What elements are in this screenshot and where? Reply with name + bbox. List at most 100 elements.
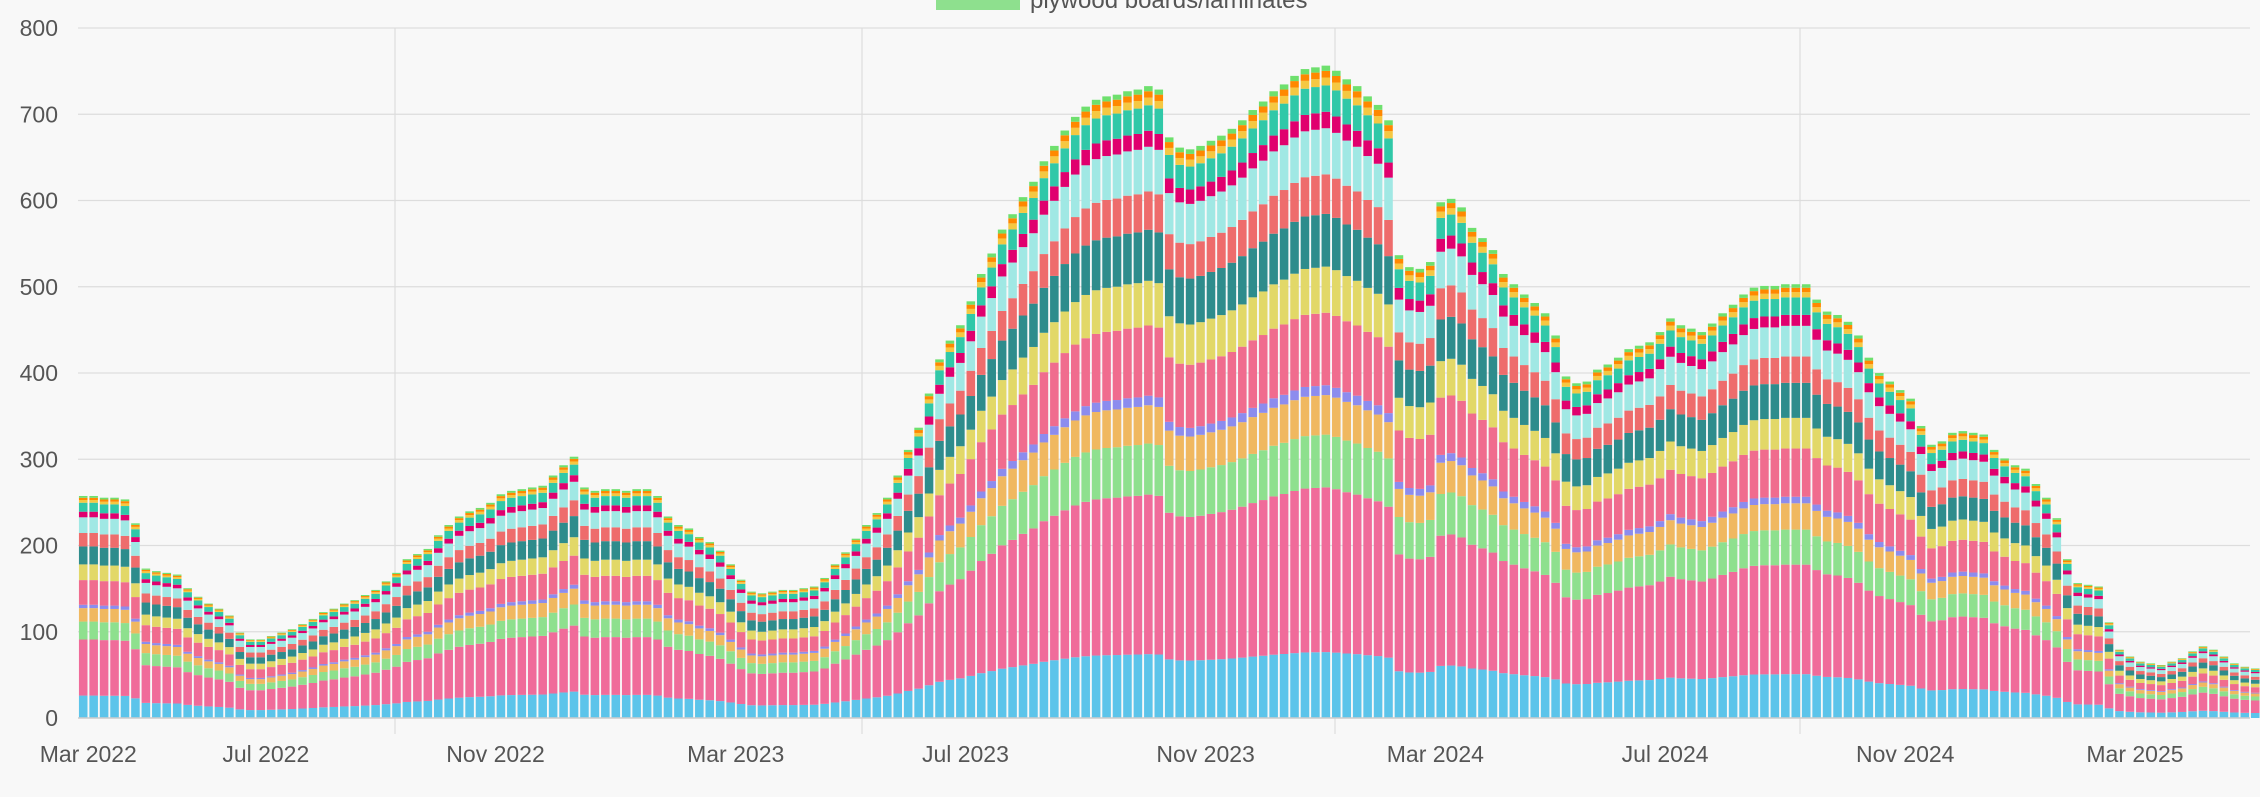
bar-segment[interactable]	[131, 633, 140, 650]
bar-segment[interactable]	[945, 456, 955, 484]
bar-segment[interactable]	[715, 588, 725, 603]
bar-segment[interactable]	[642, 496, 652, 506]
bar-segment[interactable]	[1687, 476, 1696, 520]
bar-segment[interactable]	[1415, 268, 1425, 273]
bar-segment[interactable]	[1154, 94, 1164, 101]
bar-stack[interactable]	[329, 608, 339, 718]
bar-segment[interactable]	[1864, 383, 1874, 393]
bar-segment[interactable]	[89, 580, 98, 605]
bar-segment[interactable]	[559, 592, 568, 609]
bar-segment[interactable]	[642, 511, 652, 528]
bar-segment[interactable]	[214, 626, 224, 634]
bar-segment[interactable]	[830, 622, 840, 640]
bar-stack[interactable]	[2052, 518, 2062, 718]
bar-segment[interactable]	[715, 550, 725, 552]
bar-segment[interactable]	[1457, 216, 1466, 223]
bar-segment[interactable]	[789, 590, 798, 593]
bar-segment[interactable]	[1321, 174, 1331, 214]
bar-segment[interactable]	[862, 568, 871, 585]
bar-segment[interactable]	[517, 575, 527, 602]
bar-segment[interactable]	[78, 511, 88, 518]
bar-segment[interactable]	[1989, 468, 1999, 476]
bar-segment[interactable]	[277, 652, 286, 659]
bar-segment[interactable]	[225, 615, 234, 617]
bar-stack[interactable]	[2042, 497, 2051, 718]
bar-segment[interactable]	[1488, 394, 1498, 428]
bar-segment[interactable]	[997, 340, 1007, 381]
bar-segment[interactable]	[2167, 661, 2176, 663]
bar-segment[interactable]	[433, 638, 443, 654]
bar-segment[interactable]	[381, 583, 391, 586]
bar-segment[interactable]	[642, 601, 652, 605]
bar-segment[interactable]	[726, 622, 735, 640]
bar-segment[interactable]	[99, 497, 109, 500]
bar-segment[interactable]	[2125, 658, 2135, 661]
bar-segment[interactable]	[789, 598, 798, 603]
bar-segment[interactable]	[1415, 522, 1425, 560]
bar-segment[interactable]	[1436, 211, 1445, 218]
bar-segment[interactable]	[2000, 556, 2009, 586]
bar-segment[interactable]	[1123, 96, 1132, 103]
bar-stack[interactable]	[872, 513, 882, 718]
bar-segment[interactable]	[1478, 385, 1487, 420]
bar-segment[interactable]	[1133, 495, 1143, 655]
bar-segment[interactable]	[1676, 328, 1686, 333]
bar-segment[interactable]	[695, 536, 704, 539]
bar-segment[interactable]	[1457, 211, 1466, 217]
bar-segment[interactable]	[329, 642, 339, 651]
bar-segment[interactable]	[705, 571, 715, 583]
bar-segment[interactable]	[1969, 576, 1978, 595]
bar-segment[interactable]	[1645, 532, 1654, 555]
bar-segment[interactable]	[538, 489, 547, 493]
bar-segment[interactable]	[956, 579, 965, 679]
bar-stack[interactable]	[371, 589, 380, 718]
bar-segment[interactable]	[329, 650, 339, 663]
bar-stack[interactable]	[413, 554, 422, 718]
bar-segment[interactable]	[1154, 194, 1164, 233]
bar-segment[interactable]	[433, 624, 443, 628]
bar-segment[interactable]	[319, 665, 328, 673]
bar-segment[interactable]	[454, 697, 464, 718]
bar-segment[interactable]	[527, 617, 537, 637]
bar-segment[interactable]	[611, 489, 621, 492]
bar-segment[interactable]	[1467, 309, 1477, 340]
bar-segment[interactable]	[872, 645, 882, 698]
bar-segment[interactable]	[507, 602, 516, 606]
bar-stack[interactable]	[601, 489, 610, 718]
bar-segment[interactable]	[2198, 651, 2208, 654]
bar-segment[interactable]	[841, 701, 850, 718]
bar-stack[interactable]	[1342, 79, 1352, 718]
bar-segment[interactable]	[319, 612, 328, 613]
bar-segment[interactable]	[340, 661, 349, 669]
bar-segment[interactable]	[1133, 149, 1143, 195]
bar-segment[interactable]	[1196, 362, 1205, 427]
bar-segment[interactable]	[340, 607, 349, 612]
bar-segment[interactable]	[2073, 583, 2082, 585]
bar-segment[interactable]	[1248, 168, 1258, 212]
bar-segment[interactable]	[1154, 327, 1164, 398]
bar-segment[interactable]	[695, 628, 704, 640]
bar-segment[interactable]	[277, 632, 286, 634]
bar-segment[interactable]	[340, 629, 349, 639]
bar-segment[interactable]	[1311, 487, 1320, 653]
bar-segment[interactable]	[809, 586, 819, 588]
bar-stack[interactable]	[987, 253, 996, 718]
bar-segment[interactable]	[465, 644, 474, 698]
bar-segment[interactable]	[1593, 594, 1602, 683]
bar-segment[interactable]	[632, 493, 641, 497]
bar-segment[interactable]	[1812, 675, 1821, 718]
bar-segment[interactable]	[1812, 394, 1821, 429]
bar-segment[interactable]	[1572, 393, 1581, 407]
bar-segment[interactable]	[1801, 297, 1811, 315]
bar-segment[interactable]	[1948, 437, 1957, 442]
bar-segment[interactable]	[1551, 347, 1560, 363]
bar-segment[interactable]	[1112, 330, 1122, 401]
bar-segment[interactable]	[601, 489, 610, 492]
bar-segment[interactable]	[1133, 100, 1143, 109]
bar-segment[interactable]	[2167, 663, 2176, 666]
bar-segment[interactable]	[1572, 486, 1581, 511]
bar-segment[interactable]	[2198, 662, 2208, 669]
bar-segment[interactable]	[1697, 679, 1707, 718]
bar-segment[interactable]	[1018, 460, 1028, 492]
bar-segment[interactable]	[2219, 711, 2229, 718]
